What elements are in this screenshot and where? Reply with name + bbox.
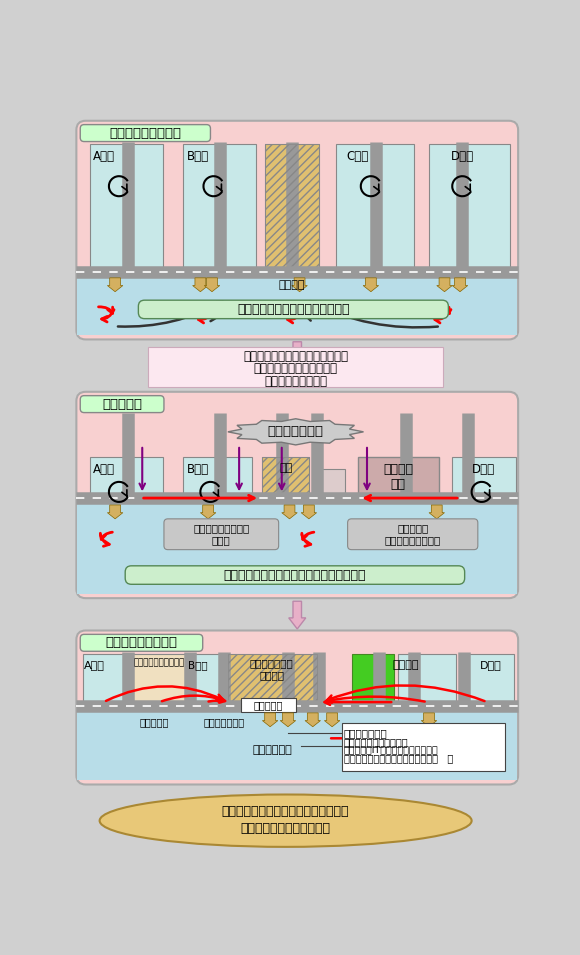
FancyArrow shape: [324, 712, 340, 727]
FancyArrow shape: [452, 278, 467, 291]
Text: 工場ごとの原料・製品のやりとり: 工場ごとの原料・製品のやりとり: [237, 303, 350, 316]
Bar: [342, 723, 505, 771]
Text: A工場: A工場: [84, 660, 104, 669]
Bar: [336, 144, 414, 272]
Text: 製造業生産拠点の海外移転の加速: 製造業生産拠点の海外移転の加速: [243, 350, 348, 363]
Bar: [77, 503, 517, 594]
Polygon shape: [289, 602, 306, 629]
Bar: [398, 653, 456, 706]
Bar: [84, 653, 126, 706]
Bar: [77, 711, 517, 780]
FancyArrow shape: [429, 505, 444, 519]
Text: 輸送: 輸送: [279, 463, 292, 474]
FancyArrow shape: [204, 278, 220, 291]
Bar: [183, 457, 252, 499]
Bar: [132, 653, 187, 706]
FancyBboxPatch shape: [77, 120, 518, 339]
FancyArrow shape: [305, 712, 321, 727]
Text: 海上輸送の
コンテナ化・大型化: 海上輸送の コンテナ化・大型化: [385, 523, 441, 545]
FancyArrow shape: [292, 278, 307, 291]
Text: A工場: A工場: [92, 150, 114, 163]
FancyBboxPatch shape: [77, 630, 518, 784]
FancyBboxPatch shape: [347, 519, 478, 550]
Text: D工場: D工場: [451, 150, 474, 163]
Ellipse shape: [100, 795, 472, 847]
Bar: [262, 457, 309, 499]
Bar: [77, 276, 517, 335]
Bar: [264, 144, 319, 272]
Bar: [89, 457, 163, 499]
Text: 最終廃棄物: 最終廃棄物: [139, 717, 169, 727]
Text: 遊休地の
発生: 遊休地の 発生: [383, 462, 413, 491]
Text: 国内での産業空洞化の進展: 国内での産業空洞化の進展: [253, 362, 338, 375]
Bar: [193, 653, 220, 706]
Text: リサイクル利用: リサイクル利用: [203, 717, 244, 727]
Bar: [358, 457, 439, 499]
Bar: [452, 457, 516, 499]
FancyArrow shape: [107, 278, 123, 291]
Text: リサイクル団地: リサイクル団地: [344, 729, 387, 738]
Text: D工場: D工場: [472, 463, 495, 477]
Text: ・企業間再編・事業再構築: ・企業間再編・事業再構築: [241, 822, 331, 835]
FancyArrow shape: [301, 505, 317, 519]
Text: ・新鋭工場・設備への機能移転・集約: ・新鋭工場・設備への機能移転・集約: [222, 805, 349, 817]
Bar: [429, 144, 510, 272]
Text: 公共埠頭: 公共埠頭: [278, 280, 305, 290]
Text: A工場: A工場: [92, 463, 114, 477]
FancyBboxPatch shape: [77, 392, 518, 598]
FancyBboxPatch shape: [80, 124, 211, 141]
FancyArrow shape: [282, 505, 297, 519]
FancyArrow shape: [437, 278, 452, 291]
Bar: [313, 469, 345, 499]
Text: D工場: D工場: [480, 660, 502, 669]
Text: 物資輸送構造の変化: 物資輸送構造の変化: [264, 374, 327, 388]
Text: 緑地整備: 緑地整備: [393, 660, 419, 669]
Text: 専用埠頭の老朽化、
陳腐化: 専用埠頭の老朽化、 陳腐化: [193, 523, 249, 545]
Text: B工場: B工場: [187, 150, 209, 163]
Bar: [183, 144, 256, 272]
Text: 共同産業廃棄物処分場: 共同産業廃棄物処分場: [133, 658, 185, 668]
FancyArrow shape: [280, 712, 296, 727]
FancyArrow shape: [200, 505, 216, 519]
Text: B工場: B工場: [187, 463, 209, 477]
Text: 臨海工業地帯形成期: 臨海工業地帯形成期: [110, 127, 182, 139]
Bar: [262, 457, 309, 499]
Bar: [264, 144, 319, 272]
Text: 原料・製品: 原料・製品: [254, 700, 283, 711]
FancyBboxPatch shape: [125, 565, 465, 584]
Bar: [227, 653, 317, 706]
Bar: [241, 698, 296, 712]
Bar: [89, 144, 163, 272]
Bar: [351, 653, 394, 706]
FancyArrow shape: [363, 278, 379, 291]
Text: パイプライン等整備　　　　　　   ］: パイプライン等整備 ］: [344, 753, 453, 763]
Text: 共同溝（IT用光ファイバー等）、: 共同溝（IT用光ファイバー等）、: [344, 745, 438, 754]
Text: ［コンビナート縦貫道路: ［コンビナート縦貫道路: [344, 737, 408, 748]
FancyBboxPatch shape: [139, 300, 448, 319]
FancyArrow shape: [262, 712, 278, 727]
FancyBboxPatch shape: [80, 634, 202, 651]
Text: ロジスティクス
物流産業: ロジスティクス 物流産業: [250, 658, 293, 680]
Text: 近年の変化: 近年の変化: [102, 397, 142, 411]
FancyArrow shape: [107, 505, 123, 519]
Text: 交通渋滞の発生: 交通渋滞の発生: [268, 425, 324, 438]
Text: B工場: B工場: [188, 660, 208, 669]
Text: C工場: C工場: [347, 150, 369, 163]
Polygon shape: [289, 342, 306, 376]
Text: 公共埠頭を利用した原料・製品のやりとり: 公共埠頭を利用した原料・製品のやりとり: [224, 568, 366, 582]
FancyBboxPatch shape: [164, 519, 278, 550]
FancyBboxPatch shape: [80, 395, 164, 413]
Text: 臨海工業地帯の再生: 臨海工業地帯の再生: [106, 636, 177, 649]
Polygon shape: [228, 418, 364, 445]
Text: 公共埠頭整備: 公共埠頭整備: [252, 745, 292, 754]
FancyArrow shape: [193, 278, 208, 291]
Bar: [227, 653, 317, 706]
FancyArrow shape: [421, 712, 437, 727]
Bar: [466, 653, 514, 706]
Bar: [148, 347, 443, 387]
